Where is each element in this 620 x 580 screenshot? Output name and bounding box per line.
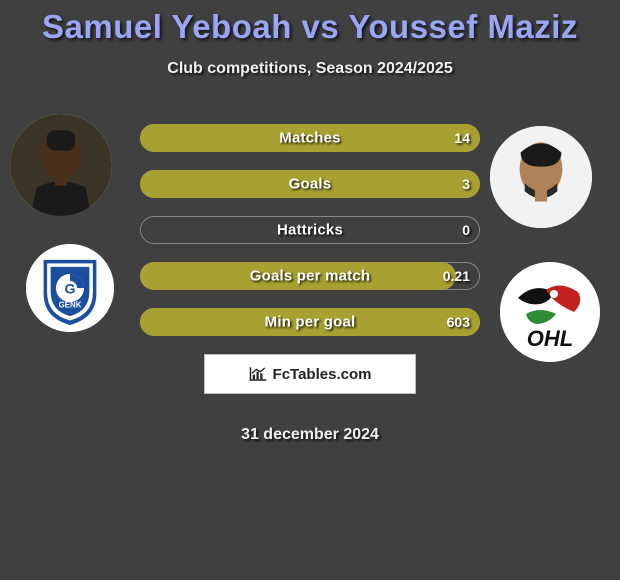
comparison-card: Samuel Yeboah vs Youssef Maziz Club comp… bbox=[0, 0, 620, 580]
ohl-logo: OHL bbox=[500, 262, 600, 362]
card-title: Samuel Yeboah vs Youssef Maziz bbox=[0, 0, 620, 46]
bar-value: 603 bbox=[447, 314, 470, 330]
stat-bar: Min per goal 603 bbox=[140, 308, 480, 336]
bar-value: 0 bbox=[462, 222, 470, 238]
bar-label: Goals bbox=[289, 176, 332, 193]
stat-bar: Goals 3 bbox=[140, 170, 480, 198]
stat-bar: Goals per match 0.21 bbox=[140, 262, 480, 290]
bar-label: Matches bbox=[279, 130, 340, 147]
bar-value: 0.21 bbox=[443, 268, 470, 284]
bar-label: Goals per match bbox=[250, 268, 371, 285]
genk-logo: G GENK bbox=[26, 244, 114, 332]
chart-icon bbox=[249, 367, 267, 381]
left-player-avatar bbox=[10, 114, 112, 216]
svg-text:GENK: GENK bbox=[59, 300, 82, 309]
svg-text:G: G bbox=[65, 280, 76, 296]
bar-value: 14 bbox=[454, 130, 470, 146]
stat-bar: Matches 14 bbox=[140, 124, 480, 152]
bar-value: 3 bbox=[462, 176, 470, 192]
stat-bars: Matches 14 Goals 3 Hattricks 0 Goals per match… bbox=[140, 124, 480, 354]
stat-bar: Hattricks 0 bbox=[140, 216, 480, 244]
attribution-badge: FcTables.com bbox=[204, 354, 416, 394]
card-subtitle: Club competitions, Season 2024/2025 bbox=[0, 60, 620, 78]
right-player-avatar bbox=[490, 126, 592, 228]
attribution-text: FcTables.com bbox=[273, 366, 372, 383]
card-date: 31 december 2024 bbox=[0, 426, 620, 444]
bar-label: Min per goal bbox=[265, 314, 356, 331]
svg-text:OHL: OHL bbox=[527, 326, 573, 351]
bar-label: Hattricks bbox=[277, 222, 343, 239]
